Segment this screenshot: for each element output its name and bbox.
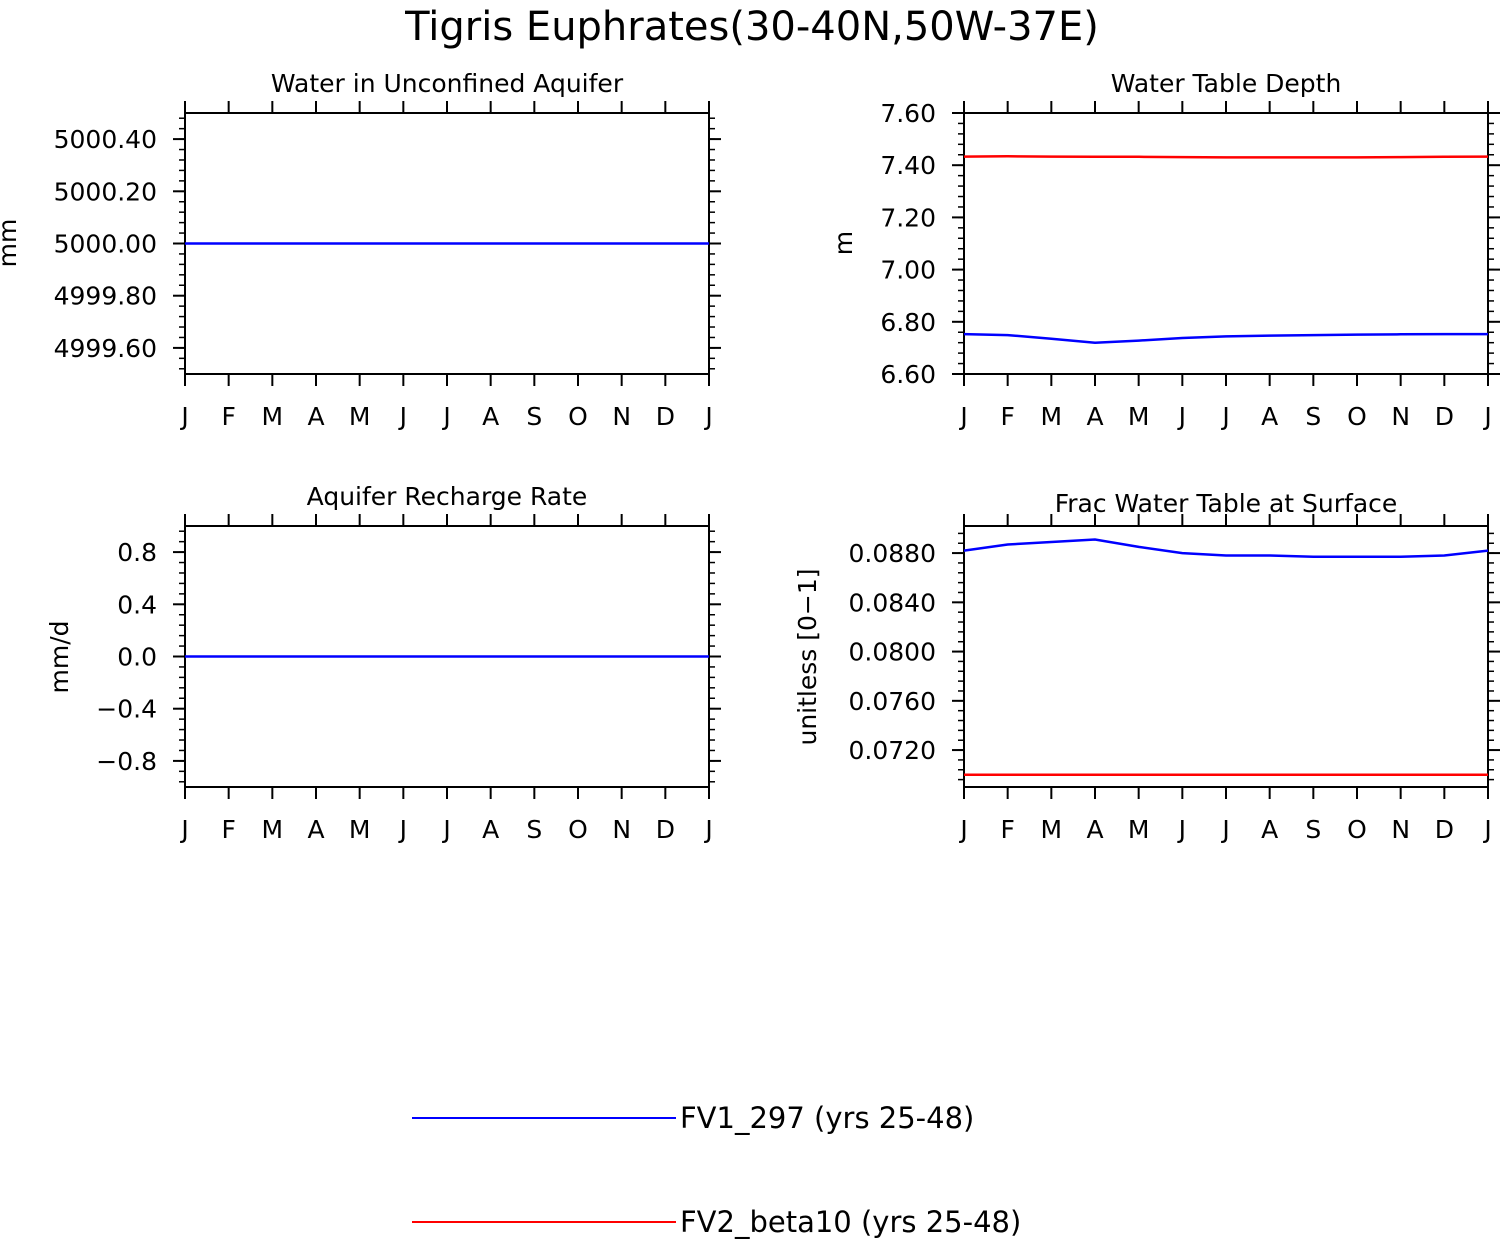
x-tick-label: A bbox=[307, 402, 324, 431]
x-tick-label: D bbox=[656, 815, 675, 844]
x-tick-label: A bbox=[1086, 815, 1103, 844]
x-tick-label: J bbox=[398, 815, 407, 844]
panel-title: Water Table Depth bbox=[1111, 69, 1342, 98]
panel-frac-water-table-at-surface: Frac Water Table at Surface unitless [0−… bbox=[793, 489, 1500, 844]
x-tick-label: F bbox=[1000, 815, 1014, 844]
x-tick-label: J bbox=[1177, 815, 1186, 844]
x-tick-label: J bbox=[441, 815, 450, 844]
y-tick-label: 4999.80 bbox=[54, 282, 157, 311]
x-tick-label: J bbox=[958, 815, 967, 844]
x-tick-label: J bbox=[703, 815, 712, 844]
x-tick-label: M bbox=[1128, 815, 1150, 844]
x-tick-label: J bbox=[179, 815, 188, 844]
x-tick-label: J bbox=[703, 402, 712, 431]
x-tick-label: M bbox=[1128, 402, 1150, 431]
main-title: Tigris Euphrates(30-40N,50W-37E) bbox=[404, 4, 1099, 50]
legend-label-fv1-297: FV1_297 (yrs 25-48) bbox=[680, 1101, 974, 1135]
y-tick-label: 0.0840 bbox=[849, 588, 936, 617]
y-tick-label: −0.4 bbox=[96, 695, 157, 724]
x-tick-label: J bbox=[398, 402, 407, 431]
x-tick-label: S bbox=[526, 402, 542, 431]
x-tick-label: J bbox=[179, 402, 188, 431]
x-tick-label: O bbox=[568, 815, 588, 844]
x-tick-label: S bbox=[1305, 815, 1321, 844]
x-tick-label: D bbox=[1435, 815, 1454, 844]
x-tick-label: M bbox=[349, 402, 371, 431]
y-tick-label: 0.0800 bbox=[849, 638, 936, 667]
x-tick-label: O bbox=[1347, 402, 1367, 431]
series-line-fv2-beta10 bbox=[963, 155, 1489, 159]
x-tick-label: M bbox=[262, 402, 284, 431]
legend: FV1_297 (yrs 25-48) FV2_beta10 (yrs 25-4… bbox=[412, 1101, 1021, 1239]
y-tick-label: 6.60 bbox=[880, 360, 936, 389]
x-tick-label: S bbox=[526, 815, 542, 844]
y-axis-label: mm bbox=[0, 219, 22, 268]
plot-frame bbox=[963, 525, 1489, 788]
y-tick-label: −0.8 bbox=[96, 747, 157, 776]
y-tick-label: 7.60 bbox=[880, 99, 936, 128]
x-tick-label: F bbox=[221, 402, 235, 431]
series-line-fv1-297 bbox=[963, 538, 1489, 559]
y-axis-label: unitless [0−1] bbox=[793, 568, 822, 745]
x-tick-label: J bbox=[1482, 402, 1491, 431]
y-tick-label: 0.0 bbox=[117, 643, 157, 672]
x-tick-label: N bbox=[612, 402, 631, 431]
panel-water-table-depth: Water Table Depth m J F M A M J J A S O N D J6.606.8… bbox=[829, 69, 1500, 431]
x-tick-label: N bbox=[1391, 815, 1410, 844]
y-tick-label: 7.20 bbox=[880, 203, 936, 232]
y-tick-label: 0.4 bbox=[117, 590, 157, 619]
y-tick-label: 5000.20 bbox=[54, 177, 157, 206]
y-tick-label: 5000.00 bbox=[54, 230, 157, 259]
x-tick-label: M bbox=[1041, 815, 1063, 844]
x-tick-label: M bbox=[1041, 402, 1063, 431]
x-tick-label: J bbox=[1177, 402, 1186, 431]
y-tick-label: 0.0720 bbox=[849, 736, 936, 765]
y-axis-label: mm/d bbox=[45, 621, 74, 694]
panel-title: Frac Water Table at Surface bbox=[1055, 489, 1398, 518]
y-tick-label: 4999.60 bbox=[54, 334, 157, 363]
panel-title: Aquifer Recharge Rate bbox=[307, 482, 588, 511]
x-tick-label: J bbox=[958, 402, 967, 431]
x-tick-label: F bbox=[1000, 402, 1014, 431]
y-tick-label: 7.40 bbox=[880, 151, 936, 180]
x-tick-label: D bbox=[1435, 402, 1454, 431]
y-axis-label: m bbox=[829, 231, 858, 255]
legend-label-fv2-beta10: FV2_beta10 (yrs 25-48) bbox=[680, 1205, 1021, 1239]
x-tick-label: A bbox=[1086, 402, 1103, 431]
y-tick-label: 0.0760 bbox=[849, 687, 936, 716]
x-tick-label: A bbox=[1261, 402, 1278, 431]
y-tick-label: 5000.40 bbox=[54, 125, 157, 154]
x-tick-label: M bbox=[349, 815, 371, 844]
x-tick-label: S bbox=[1305, 402, 1321, 431]
x-tick-label: F bbox=[221, 815, 235, 844]
x-tick-label: A bbox=[482, 815, 499, 844]
y-tick-label: 6.80 bbox=[880, 308, 936, 337]
x-tick-label: J bbox=[1220, 815, 1229, 844]
panel-title: Water in Unconfined Aquifer bbox=[271, 69, 624, 98]
y-tick-label: 0.8 bbox=[117, 538, 157, 567]
x-tick-label: A bbox=[1261, 815, 1278, 844]
x-tick-label: O bbox=[1347, 815, 1367, 844]
x-tick-label: J bbox=[1482, 815, 1491, 844]
y-tick-label: 7.00 bbox=[880, 256, 936, 285]
x-tick-label: N bbox=[612, 815, 631, 844]
x-tick-label: M bbox=[262, 815, 284, 844]
series-line-fv1-297 bbox=[963, 332, 1488, 344]
x-tick-label: J bbox=[1220, 402, 1229, 431]
x-tick-label: O bbox=[568, 402, 588, 431]
x-tick-label: A bbox=[482, 402, 499, 431]
y-tick-label: 0.0880 bbox=[849, 539, 936, 568]
x-tick-label: D bbox=[656, 402, 675, 431]
x-tick-label: N bbox=[1391, 402, 1410, 431]
x-tick-label: J bbox=[441, 402, 450, 431]
x-tick-label: A bbox=[307, 815, 324, 844]
